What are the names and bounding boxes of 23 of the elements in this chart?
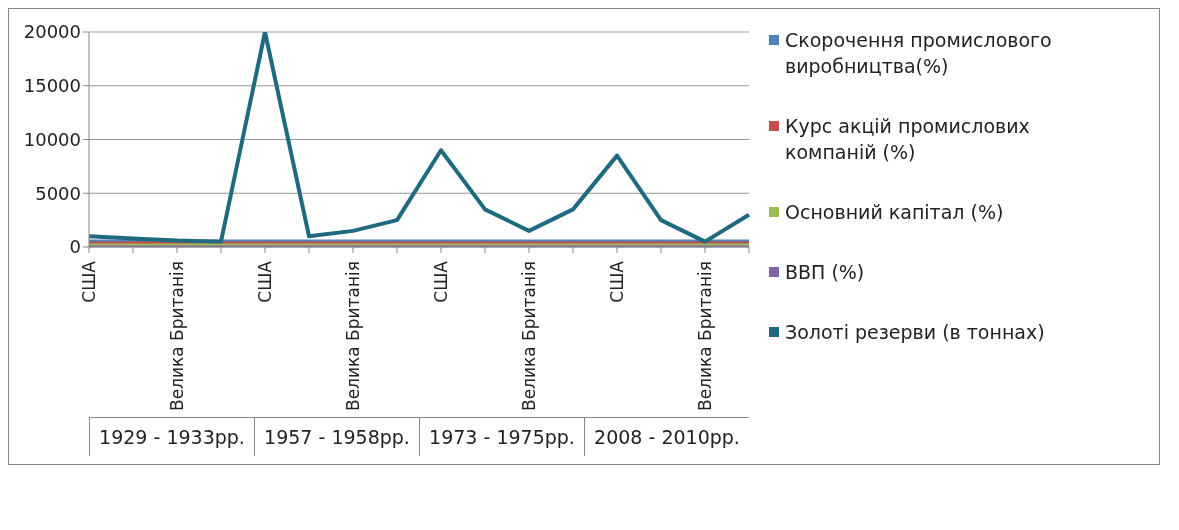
y-tick-label: 20000 bbox=[23, 21, 81, 43]
x-tick-label: США bbox=[607, 260, 627, 303]
text: 1957 - 1958рр. bbox=[254, 418, 419, 456]
x-tick-label: США bbox=[255, 260, 275, 303]
text: 1929 - 1933рр. bbox=[89, 418, 254, 456]
x-tick-label: Велика Британія bbox=[167, 261, 187, 412]
legend-label: Золоті резерви (в тоннах) bbox=[785, 320, 1045, 345]
y-tick-label: 0 bbox=[69, 236, 81, 258]
legend-label: ВВП (%) bbox=[785, 260, 865, 285]
x-tick-label: США bbox=[79, 260, 99, 303]
y-tick-label: 5000 bbox=[35, 182, 81, 204]
text: 2008 - 2010рр. bbox=[584, 418, 749, 456]
x-tick-label: США bbox=[431, 260, 451, 303]
x-tick-label: Велика Британія bbox=[695, 261, 715, 412]
x-tick-label: Велика Британія bbox=[343, 261, 363, 412]
legend-label: Курс акцій промислових компаній (%) bbox=[785, 114, 1031, 165]
y-tick-label: 10000 bbox=[23, 128, 81, 150]
x-tick-label: Велика Британія bbox=[519, 261, 539, 412]
legend-label: Основний капітал (%) bbox=[785, 200, 1004, 225]
legend-label: Скорочення промислового виробництва(%) bbox=[785, 28, 1053, 79]
y-tick-label: 15000 bbox=[23, 75, 81, 97]
text: 1973 - 1975рр. bbox=[419, 418, 584, 456]
line-series bbox=[87, 32, 751, 244]
